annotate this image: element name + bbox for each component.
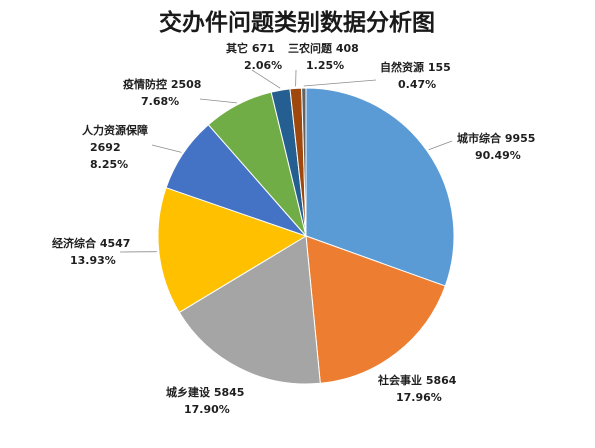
data-label: 城市综合 9955 90.49% — [457, 131, 535, 162]
chart-title: 交办件问题类别数据分析图 — [159, 9, 435, 36]
data-label: 人力资源保障 2692 8.25% — [82, 123, 148, 171]
leader-lines — [119, 69, 453, 253]
pie-slice — [157, 187, 308, 314]
leader-line — [151, 144, 182, 153]
pie-slice — [301, 87, 307, 237]
pie-slice — [305, 87, 455, 287]
data-label: 疫情防控 2508 7.68% — [123, 77, 201, 108]
pie-slice — [305, 235, 446, 384]
pie-slice — [178, 235, 321, 385]
data-labels: 城市综合 9955 90.49% 社会事业 5864 17.96% 城乡建设 5845 1… — [52, 41, 535, 416]
data-label: 其它 671 2.06% — [226, 41, 282, 72]
leader-line — [199, 98, 237, 104]
data-label: 经济综合 4547 13.93% — [52, 236, 130, 267]
data-label: 三农问题 408 1.25% — [288, 41, 359, 72]
data-label: 自然资源 155 0.47% — [380, 60, 451, 91]
leader-line — [251, 69, 281, 89]
leader-line — [428, 140, 453, 151]
pie-slices — [157, 87, 455, 385]
data-label: 社会事业 5864 17.96% — [377, 373, 457, 404]
data-label: 城乡建设 5845 17.90% — [166, 385, 244, 416]
leader-line — [303, 79, 377, 87]
